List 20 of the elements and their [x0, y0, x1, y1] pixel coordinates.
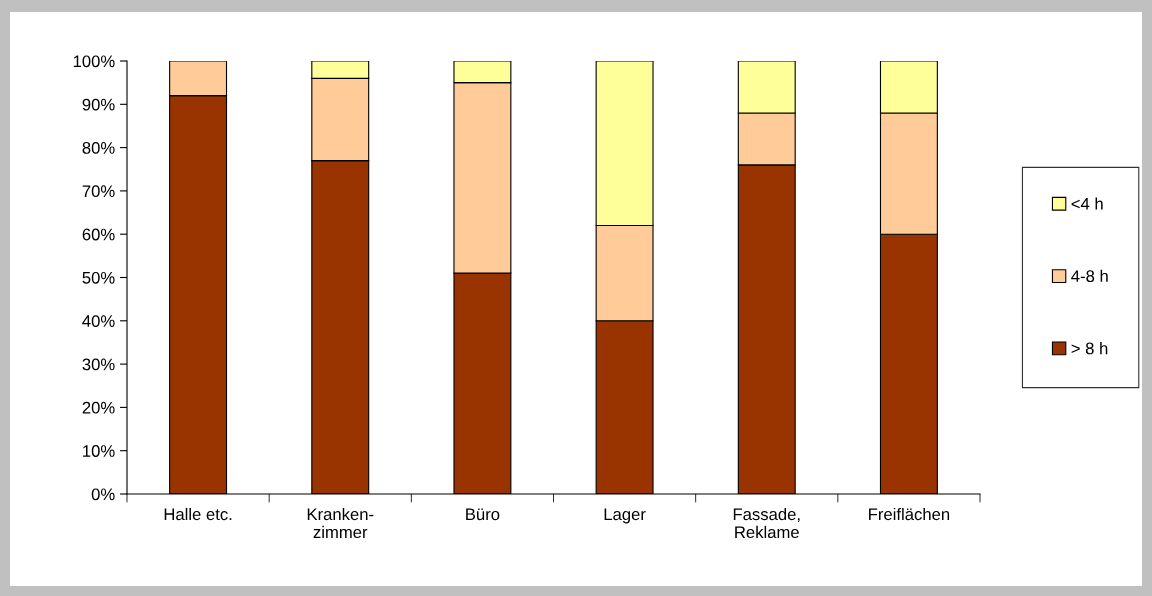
legend-label: > 8 h	[1071, 342, 1108, 355]
x-tick-label: Lager	[604, 508, 646, 524]
x-tick-label: Freiflächen	[869, 507, 950, 521]
x-tick-label: Halle etc.	[164, 507, 232, 521]
x-tick-label: Fassade, Reklame	[733, 507, 800, 539]
y-tick-label: 100%	[73, 55, 115, 68]
y-tick-label: 0%	[91, 488, 115, 501]
y-tick-label: 70%	[82, 185, 115, 198]
y-tick-label: 30%	[82, 358, 115, 371]
x-tick-label: Kranken- zimmer	[307, 507, 374, 539]
x-tick-label: Büro	[466, 508, 500, 521]
y-tick-label: 60%	[82, 228, 115, 241]
y-tick-label: 10%	[83, 445, 115, 457]
y-tick-label: 90%	[82, 98, 115, 111]
y-tick-label: 40%	[82, 315, 115, 327]
legend-label: 4-8 h	[1071, 269, 1108, 283]
y-tick-label: 20%	[82, 401, 115, 414]
y-tick-label: 50%	[82, 271, 115, 284]
legend-label: <4 h	[1071, 197, 1103, 210]
y-tick-label: 80%	[82, 142, 115, 154]
